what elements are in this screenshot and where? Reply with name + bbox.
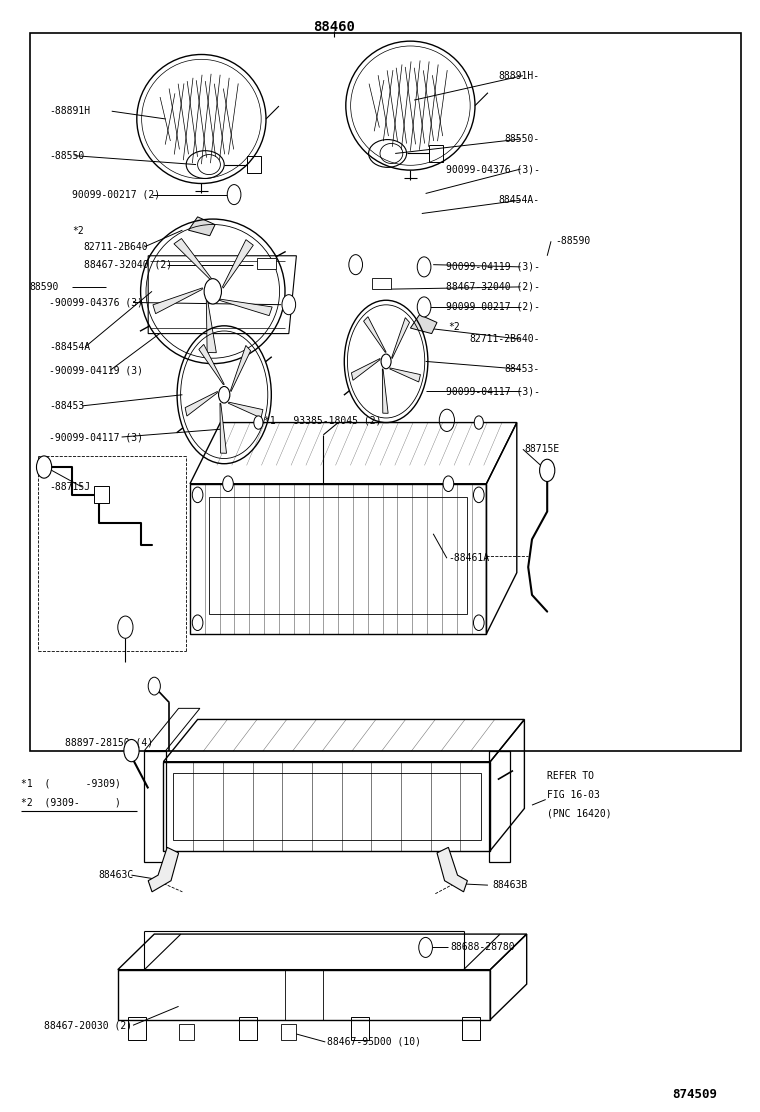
Circle shape xyxy=(192,487,203,503)
Polygon shape xyxy=(148,847,179,892)
Polygon shape xyxy=(219,299,272,316)
Circle shape xyxy=(443,476,454,492)
Circle shape xyxy=(204,279,221,304)
Bar xyxy=(462,1017,480,1040)
Circle shape xyxy=(118,616,133,638)
Text: FIG 16-03: FIG 16-03 xyxy=(547,791,600,800)
Bar xyxy=(144,751,166,862)
Text: 88467-95D00 (10): 88467-95D00 (10) xyxy=(327,1037,421,1046)
Bar xyxy=(247,156,261,173)
Bar xyxy=(30,33,741,751)
Circle shape xyxy=(419,937,432,957)
Text: *1  (      -9309): *1 ( -9309) xyxy=(21,780,121,788)
Text: 82711-2B640: 82711-2B640 xyxy=(84,242,148,251)
Circle shape xyxy=(227,185,241,205)
Polygon shape xyxy=(382,369,388,414)
Circle shape xyxy=(223,476,233,492)
Text: 88454A-: 88454A- xyxy=(499,196,540,205)
Bar xyxy=(281,1024,296,1040)
Text: 82711-2B640-: 82711-2B640- xyxy=(469,335,540,344)
Polygon shape xyxy=(199,345,224,385)
Text: 88460: 88460 xyxy=(313,20,356,33)
Polygon shape xyxy=(153,288,203,314)
Text: 88463C: 88463C xyxy=(99,871,134,880)
Polygon shape xyxy=(185,391,217,416)
Circle shape xyxy=(474,416,483,429)
Text: -88715J: -88715J xyxy=(49,483,90,492)
Polygon shape xyxy=(437,847,467,892)
Circle shape xyxy=(417,257,431,277)
Circle shape xyxy=(254,416,263,429)
Text: 88453-: 88453- xyxy=(505,365,540,374)
Circle shape xyxy=(540,459,555,481)
Text: -88590: -88590 xyxy=(555,237,590,246)
Polygon shape xyxy=(410,315,437,334)
Text: 90099-00217 (2): 90099-00217 (2) xyxy=(72,190,160,199)
Text: -88453: -88453 xyxy=(49,401,84,410)
Bar xyxy=(372,278,391,289)
Text: 88891H-: 88891H- xyxy=(499,71,540,80)
Text: *2  (9309-      ): *2 (9309- ) xyxy=(21,798,121,807)
Text: -88550: -88550 xyxy=(49,151,84,160)
Text: 90099-00217 (2)-: 90099-00217 (2)- xyxy=(445,302,540,311)
Text: 88688-28780: 88688-28780 xyxy=(450,943,515,952)
Bar xyxy=(209,497,467,614)
Polygon shape xyxy=(223,240,253,288)
Circle shape xyxy=(473,615,484,631)
Polygon shape xyxy=(174,238,213,280)
Text: REFER TO: REFER TO xyxy=(547,772,594,781)
Text: 88467-20030 (2): 88467-20030 (2) xyxy=(44,1021,132,1030)
Circle shape xyxy=(282,295,296,315)
Text: -88461A: -88461A xyxy=(448,554,489,563)
Text: 88590: 88590 xyxy=(29,282,59,291)
Polygon shape xyxy=(351,358,380,380)
Text: *2: *2 xyxy=(72,227,84,236)
Polygon shape xyxy=(391,318,410,359)
Bar xyxy=(351,1017,369,1040)
Polygon shape xyxy=(228,403,263,418)
Text: 88467-32040 (2): 88467-32040 (2) xyxy=(84,260,172,269)
Text: -88454A: -88454A xyxy=(49,342,90,351)
Polygon shape xyxy=(206,300,217,353)
Circle shape xyxy=(473,487,484,503)
Text: -90099-04376 (3): -90099-04376 (3) xyxy=(49,298,144,307)
Circle shape xyxy=(192,615,203,631)
Text: 88715E: 88715E xyxy=(524,445,559,454)
Circle shape xyxy=(36,456,52,478)
Text: *2: *2 xyxy=(448,322,460,331)
Text: (PNC 16420): (PNC 16420) xyxy=(547,810,612,818)
Polygon shape xyxy=(220,403,226,454)
Text: 90099-04376 (3)-: 90099-04376 (3)- xyxy=(445,165,540,173)
Bar xyxy=(128,1017,146,1040)
Bar xyxy=(489,751,510,862)
Text: 88463B: 88463B xyxy=(492,881,527,890)
Text: -88891H: -88891H xyxy=(49,107,90,116)
Text: *1   93385-18045 (2): *1 93385-18045 (2) xyxy=(264,416,382,425)
Bar xyxy=(94,486,109,503)
Bar xyxy=(429,145,443,162)
Text: 88897-28150 (4): 88897-28150 (4) xyxy=(65,738,153,747)
Bar xyxy=(173,773,481,840)
Text: 88467-32040 (2)-: 88467-32040 (2)- xyxy=(445,282,540,291)
Circle shape xyxy=(219,387,230,403)
Bar xyxy=(257,258,276,269)
Polygon shape xyxy=(390,368,420,381)
Circle shape xyxy=(124,739,139,762)
Text: 90099-04117 (3)-: 90099-04117 (3)- xyxy=(445,387,540,396)
Polygon shape xyxy=(188,217,215,236)
Text: 90099-04119 (3)-: 90099-04119 (3)- xyxy=(445,262,540,271)
Text: -90099-04117 (3): -90099-04117 (3) xyxy=(49,433,144,441)
Bar xyxy=(239,1017,258,1040)
Text: 874509: 874509 xyxy=(673,1088,717,1101)
Circle shape xyxy=(349,255,363,275)
Polygon shape xyxy=(230,346,251,391)
Circle shape xyxy=(148,677,160,695)
Bar xyxy=(179,1024,194,1040)
Text: -90099-04119 (3): -90099-04119 (3) xyxy=(49,366,144,375)
Polygon shape xyxy=(363,317,386,353)
Text: 88550-: 88550- xyxy=(505,135,540,143)
Circle shape xyxy=(381,354,391,369)
Circle shape xyxy=(417,297,431,317)
